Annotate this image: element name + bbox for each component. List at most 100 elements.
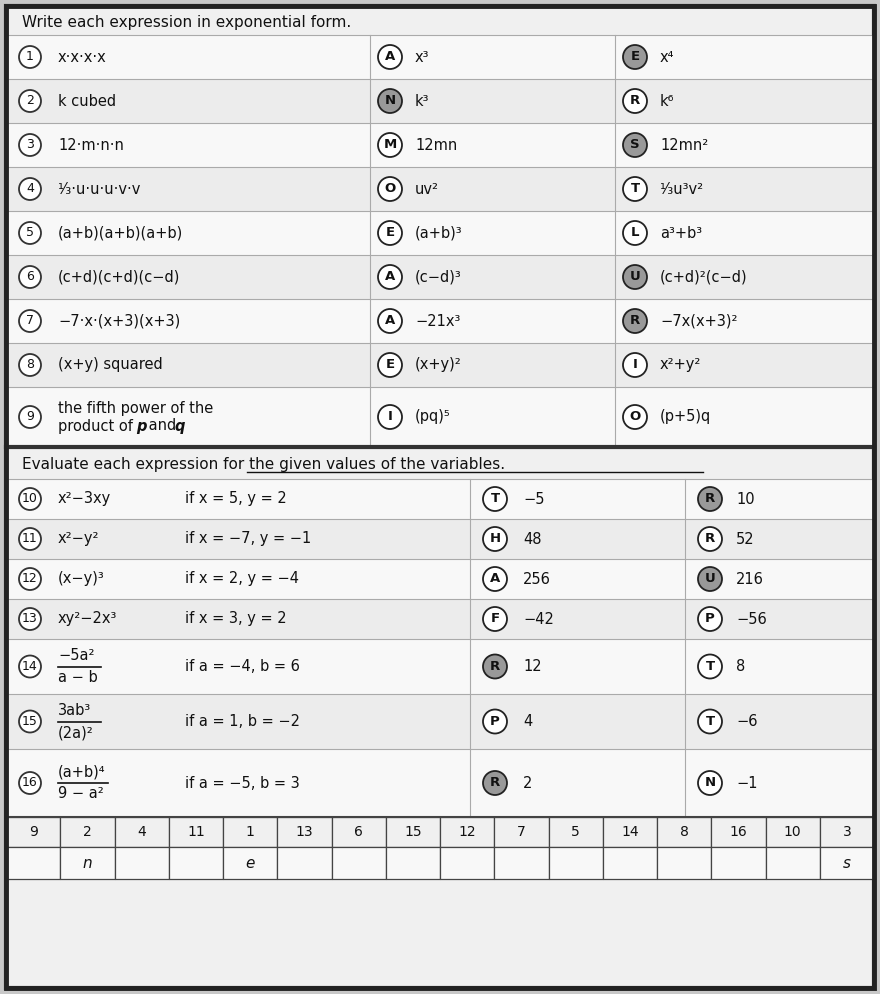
Text: 16: 16 — [730, 825, 747, 839]
Text: 13: 13 — [22, 612, 38, 625]
Circle shape — [378, 309, 402, 333]
Text: 13: 13 — [296, 825, 313, 839]
Text: P: P — [705, 612, 715, 625]
Text: 2: 2 — [83, 825, 92, 839]
Circle shape — [378, 353, 402, 377]
Text: S: S — [630, 138, 640, 151]
Text: 3: 3 — [842, 825, 851, 839]
Circle shape — [378, 133, 402, 157]
Text: if x = 3, y = 2: if x = 3, y = 2 — [185, 611, 287, 626]
Bar — [6, 387, 874, 447]
Text: p: p — [136, 418, 146, 433]
Text: T: T — [490, 492, 500, 506]
Text: a³+b³: a³+b³ — [660, 226, 702, 241]
Text: uv²: uv² — [415, 182, 439, 197]
Text: if x = −7, y = −1: if x = −7, y = −1 — [185, 532, 312, 547]
Text: 216: 216 — [736, 572, 764, 586]
Text: 5: 5 — [571, 825, 580, 839]
Text: 11: 11 — [22, 533, 38, 546]
Bar — [440, 847, 495, 879]
Bar — [60, 817, 114, 847]
Text: 4: 4 — [523, 714, 532, 729]
Bar — [114, 817, 169, 847]
Text: 12·m·n·n: 12·m·n·n — [58, 137, 124, 152]
Text: (2a)²: (2a)² — [58, 725, 94, 740]
Text: x²−3xy: x²−3xy — [58, 491, 111, 507]
Text: if x = 5, y = 2: if x = 5, y = 2 — [185, 491, 287, 507]
Text: I: I — [387, 411, 392, 423]
Text: if a = −5, b = 3: if a = −5, b = 3 — [185, 775, 300, 790]
Text: (x−y)³: (x−y)³ — [58, 572, 105, 586]
Bar — [223, 817, 277, 847]
Bar — [6, 559, 874, 599]
Circle shape — [623, 177, 647, 201]
Text: (pq)⁵: (pq)⁵ — [415, 410, 451, 424]
Text: 4: 4 — [26, 183, 34, 196]
Circle shape — [623, 353, 647, 377]
Bar — [6, 35, 874, 79]
Text: A: A — [385, 314, 395, 327]
Text: 7: 7 — [517, 825, 525, 839]
Text: L: L — [631, 227, 639, 240]
Text: R: R — [490, 660, 500, 673]
Bar — [169, 847, 223, 879]
Bar — [277, 817, 332, 847]
Text: 2: 2 — [26, 94, 34, 107]
Text: −5: −5 — [523, 491, 545, 507]
Text: q: q — [174, 418, 185, 433]
Circle shape — [19, 90, 41, 112]
Text: −56: −56 — [736, 611, 766, 626]
Text: R: R — [705, 492, 715, 506]
Bar — [6, 749, 874, 817]
Text: T: T — [706, 715, 715, 728]
Circle shape — [19, 528, 41, 550]
Text: H: H — [489, 533, 501, 546]
Circle shape — [378, 177, 402, 201]
Bar — [657, 847, 711, 879]
Text: 11: 11 — [187, 825, 205, 839]
Text: U: U — [629, 270, 641, 283]
Bar — [711, 817, 766, 847]
Circle shape — [623, 265, 647, 289]
Text: E: E — [385, 227, 394, 240]
Text: N: N — [704, 776, 715, 789]
Text: ¹⁄₃u³v²: ¹⁄₃u³v² — [660, 182, 704, 197]
Text: −42: −42 — [523, 611, 554, 626]
Text: (x+y)²: (x+y)² — [415, 358, 462, 373]
Text: 7: 7 — [26, 314, 34, 327]
Text: (a+b)⁴: (a+b)⁴ — [58, 764, 106, 779]
Circle shape — [623, 45, 647, 69]
Circle shape — [698, 771, 722, 795]
Text: x²+y²: x²+y² — [660, 358, 701, 373]
Text: x·x·x·x: x·x·x·x — [58, 50, 106, 65]
Circle shape — [19, 772, 41, 794]
Text: T: T — [630, 183, 640, 196]
Bar — [603, 847, 657, 879]
Text: R: R — [630, 314, 640, 327]
Text: s: s — [843, 856, 851, 871]
Bar — [440, 817, 495, 847]
Text: −7·x·(x+3)(x+3): −7·x·(x+3)(x+3) — [58, 313, 180, 328]
Text: a − b: a − b — [58, 670, 98, 685]
Bar — [6, 299, 874, 343]
Bar — [6, 167, 874, 211]
Text: 6: 6 — [26, 270, 34, 283]
Bar — [6, 479, 874, 519]
Text: Evaluate each expression for the given values of the variables.: Evaluate each expression for the given v… — [22, 457, 505, 472]
Text: e: e — [246, 856, 255, 871]
Bar — [766, 817, 820, 847]
Text: 10: 10 — [22, 492, 38, 506]
Circle shape — [19, 266, 41, 288]
Bar — [657, 817, 711, 847]
Text: R: R — [630, 94, 640, 107]
Text: 4: 4 — [137, 825, 146, 839]
Bar — [114, 847, 169, 879]
Bar — [277, 847, 332, 879]
Circle shape — [19, 488, 41, 510]
Circle shape — [19, 406, 41, 428]
Text: A: A — [385, 270, 395, 283]
Text: 8: 8 — [26, 359, 34, 372]
Bar — [548, 847, 603, 879]
Bar — [6, 847, 60, 879]
Text: Write each expression in exponential form.: Write each expression in exponential for… — [22, 15, 351, 30]
